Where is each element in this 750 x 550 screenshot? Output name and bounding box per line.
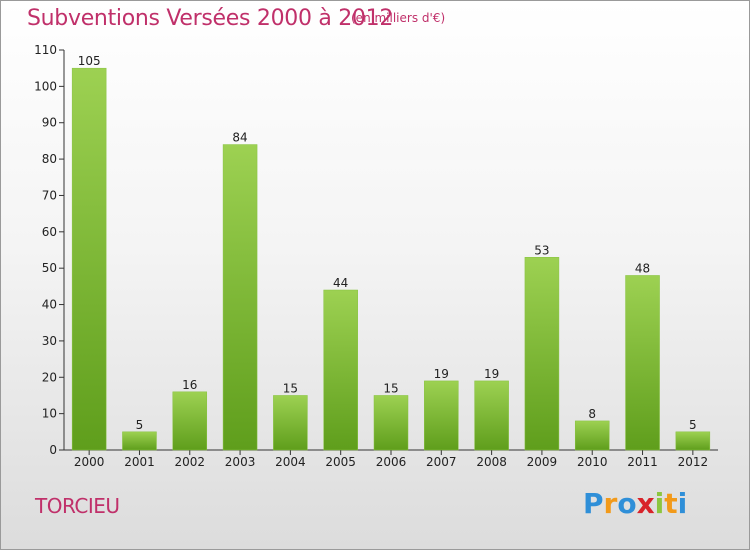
bar	[222, 144, 258, 451]
y-tick-label: 10	[42, 407, 57, 421]
bar	[474, 380, 509, 451]
logo-letter: r	[603, 487, 618, 520]
y-tick-label: 20	[42, 370, 57, 384]
y-tick-label: 70	[42, 188, 57, 202]
bar	[122, 431, 157, 451]
data-label: 48	[635, 261, 650, 275]
logo-letter: o	[617, 487, 637, 520]
data-label: 15	[383, 381, 398, 395]
bar	[424, 380, 459, 451]
logo-letter: x	[636, 487, 655, 520]
bar	[625, 275, 660, 451]
data-label: 15	[283, 381, 298, 395]
logo-letter: P	[583, 487, 604, 520]
data-label: 84	[232, 131, 247, 145]
x-tick-label: 2006	[376, 455, 407, 469]
x-tick-label: 2007	[426, 455, 457, 469]
x-tick-label: 2010	[577, 455, 608, 469]
x-tick-label: 2000	[74, 455, 105, 469]
logo-letter: i	[677, 487, 688, 520]
y-tick-label: 40	[42, 298, 57, 312]
chart-subtitle: (en milliers d'€)	[351, 11, 446, 25]
data-label: 19	[484, 367, 499, 381]
bar	[273, 395, 308, 451]
bar	[675, 431, 711, 451]
logo-letter: i	[654, 487, 665, 520]
y-tick-label: 50	[42, 261, 57, 275]
y-tick-label: 110	[34, 43, 57, 57]
x-tick-label: 2012	[678, 455, 709, 469]
bar	[373, 395, 409, 451]
x-tick-label: 2002	[174, 455, 205, 469]
bar	[71, 67, 107, 451]
x-tick-label: 2001	[124, 455, 155, 469]
data-label: 5	[136, 418, 144, 432]
y-tick-label: 60	[42, 225, 57, 239]
bar	[524, 257, 560, 451]
y-tick-label: 30	[42, 334, 57, 348]
x-tick-label: 2003	[225, 455, 256, 469]
chart-title: Subventions Versées 2000 à 2012	[27, 6, 394, 31]
y-tick-label: 0	[49, 443, 57, 457]
y-tick-label: 100	[34, 79, 57, 93]
data-label: 53	[534, 243, 549, 257]
bar	[172, 391, 208, 451]
x-tick-label: 2008	[476, 455, 507, 469]
y-tick-label: 90	[42, 116, 57, 130]
proxiti-logo[interactable]: Proxiti	[583, 487, 687, 520]
y-tick-label: 80	[42, 152, 57, 166]
x-tick-label: 2009	[527, 455, 558, 469]
logo-letter: t	[664, 487, 678, 520]
data-label: 16	[182, 378, 197, 392]
data-label: 5	[689, 418, 697, 432]
x-tick-label: 2004	[275, 455, 306, 469]
x-tick-label: 2005	[325, 455, 356, 469]
data-label: 105	[78, 54, 101, 68]
data-label: 8	[588, 407, 596, 421]
bar	[574, 420, 610, 451]
bar	[323, 289, 358, 451]
commune-name: TORCIEU	[35, 494, 120, 518]
data-label: 19	[434, 367, 449, 381]
data-label: 44	[333, 276, 348, 290]
x-tick-label: 2011	[627, 455, 658, 469]
